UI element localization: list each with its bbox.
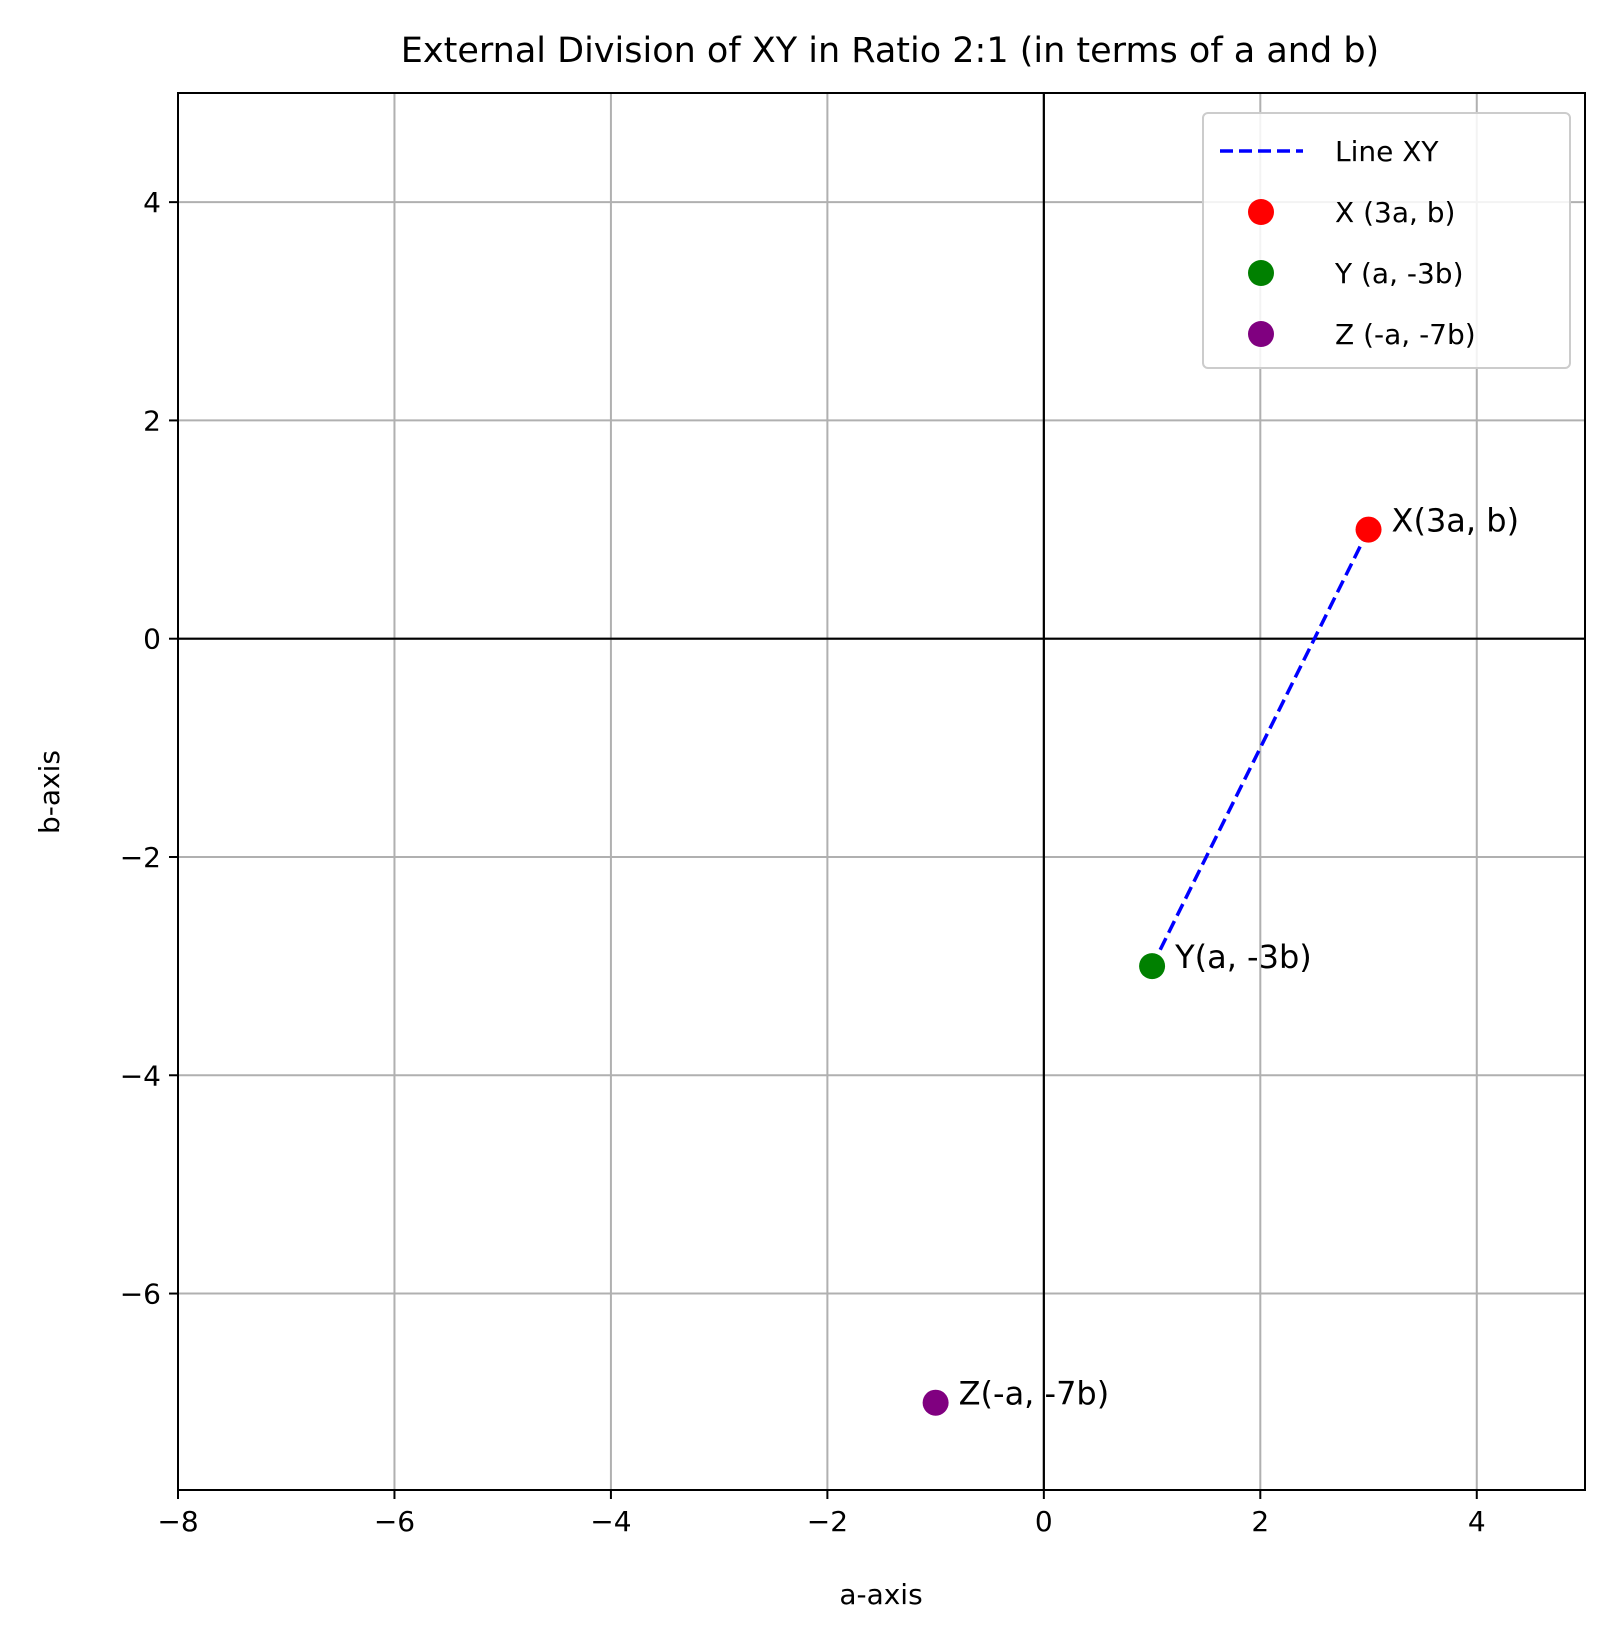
legend-marker-2 xyxy=(1248,321,1274,347)
y-tick-label: −4 xyxy=(120,1059,161,1092)
point-marker-0 xyxy=(1355,516,1382,543)
data-series: X(3a, b) Y(a, -3b) Z(-a, -7b) xyxy=(922,502,1520,1416)
legend-label-0: X (3a, b) xyxy=(1335,196,1455,229)
legend-label-line: Line XY xyxy=(1335,135,1439,168)
legend-box xyxy=(1202,112,1571,369)
zero-axis-lines xyxy=(178,93,1585,1490)
y-tick-label: 0 xyxy=(143,623,161,656)
x-tick-label: 0 xyxy=(1035,1505,1053,1538)
x-tick-label: −8 xyxy=(157,1505,198,1538)
line-xy xyxy=(1150,528,1371,967)
plot-frame xyxy=(177,92,1586,1491)
chart-title: External Division of XY in Ratio 2:1 (in… xyxy=(401,31,1379,71)
axis-ticks: −8 −6 −4 −2 0 2 4 4 2 0 −2 −4 −6 xyxy=(120,186,1486,1538)
legend: Line XY X (3a, b) Y (a, -3b) Z (-a, -7b) xyxy=(1202,112,1571,369)
point-label-2: Z(-a, -7b) xyxy=(959,1375,1110,1413)
x-tick-label: −4 xyxy=(590,1505,631,1538)
y-axis-label: b-axis xyxy=(33,750,66,834)
x-tick-label: 4 xyxy=(1468,1505,1486,1538)
x-axis-label: a-axis xyxy=(839,1578,922,1611)
point-marker-1 xyxy=(1139,953,1166,980)
legend-label-1: Y (a, -3b) xyxy=(1334,257,1464,290)
point-marker-2 xyxy=(922,1389,949,1416)
y-tick-label: −6 xyxy=(120,1278,161,1311)
x-tick-label: 2 xyxy=(1251,1505,1269,1538)
legend-label-2: Z (-a, -7b) xyxy=(1335,318,1476,351)
legend-marker-1 xyxy=(1248,260,1274,286)
y-tick-label: 4 xyxy=(143,186,161,219)
legend-marker-0 xyxy=(1248,199,1274,225)
y-tick-label: −2 xyxy=(120,841,161,874)
x-tick-label: −2 xyxy=(807,1505,848,1538)
point-label-0: X(3a, b) xyxy=(1392,502,1520,540)
y-tick-label: 2 xyxy=(143,404,161,437)
x-tick-label: −6 xyxy=(374,1505,415,1538)
point-label-1: Y(a, -3b) xyxy=(1174,938,1312,976)
